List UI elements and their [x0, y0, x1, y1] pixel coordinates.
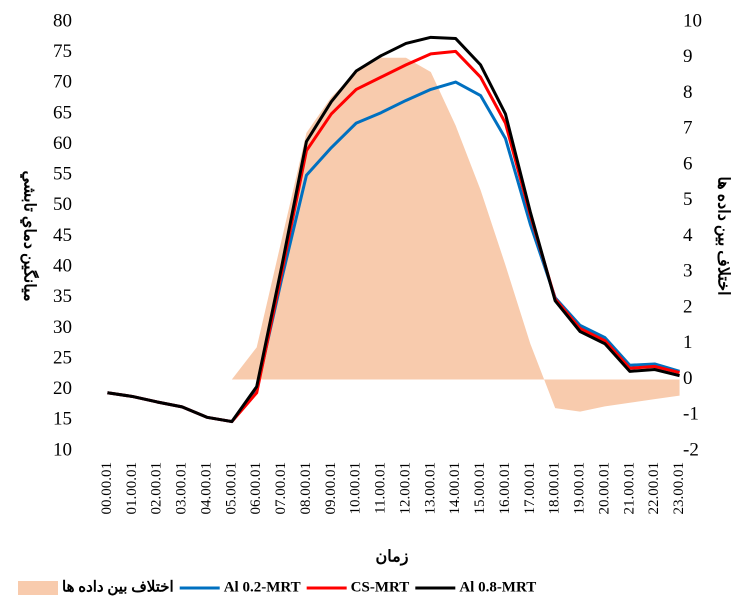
y2-tick-label: 8 — [683, 82, 693, 103]
y-tick-label: 70 — [53, 72, 72, 93]
x-tick-label: 03.00.01 — [174, 462, 190, 515]
y-tick-label: 50 — [53, 194, 72, 215]
y-tick-label: 75 — [53, 41, 72, 62]
y2-tick-label: 2 — [683, 296, 693, 317]
x-tick-label: 05.00.01 — [223, 462, 239, 515]
y-axis-title: ميانگين دماي تابشي — [19, 170, 39, 301]
y-tick-label: 65 — [53, 102, 72, 123]
y2-tick-label: 5 — [683, 189, 693, 210]
y-tick-label: 20 — [53, 378, 72, 399]
y2-tick-label: -2 — [683, 439, 699, 460]
x-tick-label: 06.00.01 — [248, 462, 264, 515]
y-tick-label: 10 — [53, 439, 72, 460]
x-tick-label: 23.00.01 — [671, 462, 687, 515]
y2-tick-label: 6 — [683, 153, 693, 174]
x-tick-label: 12.00.01 — [397, 462, 413, 515]
area — [231, 57, 680, 412]
x-axis-title: زمان — [376, 549, 409, 567]
x-tick-label: 14.00.01 — [447, 462, 463, 515]
y-tick-label: 35 — [53, 286, 72, 307]
y2-tick-label: 3 — [683, 261, 693, 282]
y2-tick-label: 1 — [683, 332, 693, 353]
x-tick-label: 21.00.01 — [621, 462, 637, 515]
y-tick-label: 80 — [53, 10, 72, 31]
y2-tick-label: 7 — [683, 118, 693, 139]
x-tick-label: 10.00.01 — [348, 462, 364, 515]
y2-tick-label: -1 — [683, 404, 699, 425]
legend-label: CS-MRT — [351, 579, 410, 595]
x-tick-label: 09.00.01 — [323, 462, 339, 515]
y-tick-label: 25 — [53, 347, 72, 368]
line — [107, 35, 680, 424]
y2-axis-title: اختلاف بين داده ها — [713, 176, 731, 295]
legend-swatch — [18, 581, 58, 595]
y-tick-label: 60 — [53, 133, 72, 154]
x-tick-label: 13.00.01 — [422, 462, 438, 515]
x-tick-label: 20.00.01 — [596, 462, 612, 515]
y-tick-label: 40 — [53, 256, 72, 277]
y2-tick-label: 4 — [683, 225, 693, 246]
x-tick-label: 19.00.01 — [572, 462, 588, 515]
y-tick-label: 30 — [53, 317, 72, 338]
x-tick-label: 07.00.01 — [273, 462, 289, 515]
x-tick-label: 15.00.01 — [472, 462, 488, 515]
x-tick-label: 11.00.01 — [373, 462, 389, 514]
y-tick-label: 15 — [53, 409, 72, 430]
x-tick-label: 16.00.01 — [497, 462, 513, 515]
x-tick-label: 08.00.01 — [298, 462, 314, 515]
y2-tick-label: 10 — [683, 10, 702, 31]
legend-label: Al 0.8-MRT — [459, 579, 536, 595]
x-tick-label: 01.00.01 — [124, 462, 140, 515]
x-tick-label: 02.00.01 — [149, 462, 165, 515]
x-tick-label: 22.00.01 — [646, 462, 662, 515]
y2-tick-label: 9 — [683, 46, 693, 67]
y-tick-label: 55 — [53, 164, 72, 185]
x-tick-label: 04.00.01 — [198, 462, 214, 515]
x-tick-label: 00.00.01 — [99, 462, 115, 515]
y-tick-label: 45 — [53, 225, 72, 246]
legend-label: Al 0.2-MRT — [224, 579, 301, 595]
x-tick-label: 18.00.01 — [547, 462, 563, 515]
x-tick-label: 17.00.01 — [522, 462, 538, 515]
y2-tick-label: 0 — [683, 368, 693, 389]
legend-label: اختلاف بين داده ها — [62, 579, 174, 595]
